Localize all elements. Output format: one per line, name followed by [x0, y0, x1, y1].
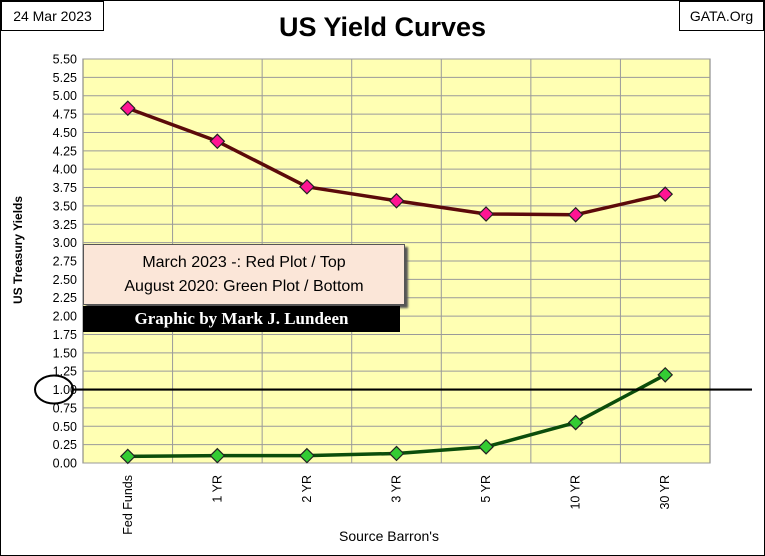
y-axis-ticks: 0.000.250.500.751.001.251.501.752.002.25…	[53, 53, 77, 471]
x-tick-label: 1 YR	[210, 475, 224, 503]
x-tick-label: 10 YR	[569, 475, 583, 510]
y-tick-label: 1.50	[53, 346, 77, 360]
legend-box: March 2023 -: Red Plot / Top August 2020…	[83, 244, 405, 305]
x-tick-label: 5 YR	[479, 475, 493, 503]
data-point-march-2023	[567, 206, 584, 223]
y-tick-label: 5.50	[53, 53, 77, 67]
x-axis-title: Source Barron's	[339, 528, 439, 544]
y-tick-label: 4.00	[53, 163, 77, 177]
y-tick-label: 0.25	[53, 438, 77, 452]
x-tick-label: 2 YR	[300, 475, 314, 503]
data-point-march-2023	[209, 133, 226, 150]
y-tick-label: 4.25	[53, 144, 77, 158]
y-tick-label: 3.00	[53, 236, 77, 250]
y-tick-label: 5.25	[53, 71, 77, 85]
y-tick-label: 0.75	[53, 401, 77, 415]
y-tick-label: 4.50	[53, 126, 77, 140]
y-tick-label: 2.25	[53, 291, 77, 305]
x-tick-label: 30 YR	[658, 475, 672, 510]
credit-banner: Graphic by Mark J. Lundeen	[83, 306, 400, 332]
y-tick-label: 2.00	[53, 310, 77, 324]
y-tick-label: 0.50	[53, 420, 77, 434]
x-tick-label: 3 YR	[390, 475, 404, 503]
x-tick-label: Fed Funds	[121, 475, 135, 535]
data-point-march-2023	[478, 206, 494, 222]
data-point-march-2023	[299, 178, 315, 195]
x-axis-ticks: Fed Funds 1 YR 2 YR 3 YR 5 YR 10 YR 30 YR	[121, 475, 672, 535]
data-point-march-2023	[388, 192, 405, 209]
reference-layer	[34, 374, 752, 405]
y-tick-label: 3.50	[53, 199, 77, 213]
y-tick-label: 2.50	[53, 273, 77, 287]
data-point-august-2020	[299, 447, 315, 464]
data-point-march-2023	[119, 100, 136, 117]
y-tick-label: 0.00	[53, 457, 77, 471]
y-tick-label: 1.00	[53, 383, 77, 397]
series-layer	[119, 100, 674, 465]
data-point-august-2020	[209, 447, 226, 464]
y-tick-label: 3.25	[53, 218, 77, 232]
data-point-august-2020	[567, 414, 584, 431]
data-point-august-2020	[388, 445, 405, 462]
y-tick-label: 2.75	[53, 255, 77, 269]
y-tick-label: 3.75	[53, 181, 77, 195]
data-point-march-2023	[657, 186, 674, 203]
y-tick-label: 5.00	[53, 89, 77, 103]
data-point-august-2020	[119, 448, 136, 465]
chart-title: US Yield Curves	[278, 12, 487, 42]
source-label: GATA.Org	[679, 1, 764, 31]
reference-circle	[34, 374, 74, 405]
legend-line-green: August 2020: Green Plot / Bottom	[124, 278, 364, 295]
date-label: 24 Mar 2023	[1, 1, 104, 31]
y-tick-label: 1.75	[53, 328, 77, 342]
y-axis-title: US Treasury Yields	[11, 196, 25, 304]
data-point-august-2020	[478, 438, 494, 455]
legend-line-red: March 2023 -: Red Plot / Top	[142, 254, 346, 271]
data-point-august-2020	[657, 367, 674, 383]
y-tick-label: 4.75	[53, 108, 77, 122]
